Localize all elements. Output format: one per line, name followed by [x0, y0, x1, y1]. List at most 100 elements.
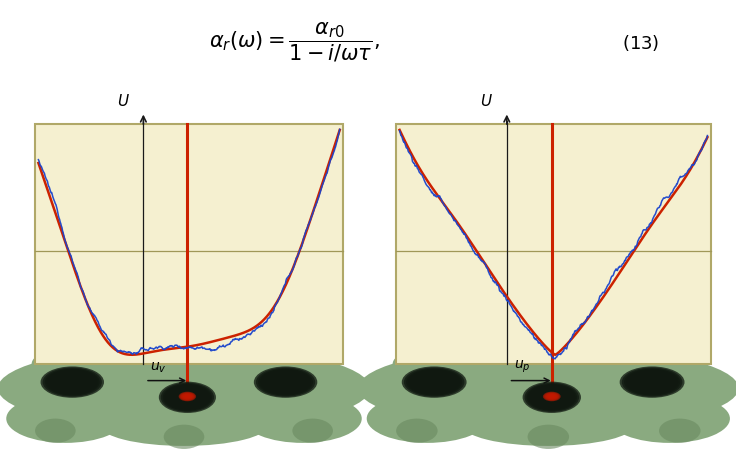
Ellipse shape [392, 346, 496, 382]
Ellipse shape [659, 419, 701, 443]
Ellipse shape [166, 386, 208, 409]
Ellipse shape [620, 366, 684, 398]
Ellipse shape [548, 395, 555, 398]
Ellipse shape [261, 370, 311, 395]
Ellipse shape [528, 425, 569, 449]
Ellipse shape [396, 419, 438, 443]
Ellipse shape [526, 384, 577, 411]
Ellipse shape [262, 371, 309, 393]
Ellipse shape [626, 370, 678, 395]
Ellipse shape [404, 367, 464, 397]
Ellipse shape [637, 375, 668, 390]
Ellipse shape [542, 392, 562, 402]
Ellipse shape [532, 387, 571, 408]
Ellipse shape [402, 366, 467, 398]
Ellipse shape [7, 394, 125, 443]
Ellipse shape [49, 371, 96, 393]
Ellipse shape [604, 347, 701, 381]
Ellipse shape [367, 394, 488, 443]
Ellipse shape [430, 380, 439, 384]
Ellipse shape [538, 390, 565, 405]
Ellipse shape [35, 419, 76, 443]
Ellipse shape [264, 372, 307, 392]
Text: $\alpha_r(\omega) = \dfrac{\alpha_{r0}}{1 - i/\omega\tau},$: $\alpha_r(\omega) = \dfrac{\alpha_{r0}}{… [209, 21, 380, 64]
Ellipse shape [548, 395, 556, 400]
Ellipse shape [180, 392, 195, 401]
Ellipse shape [523, 382, 581, 413]
Text: $U$: $U$ [480, 92, 493, 109]
Text: $u_v$: $u_v$ [150, 360, 167, 374]
Ellipse shape [432, 381, 436, 383]
Ellipse shape [185, 396, 189, 398]
Ellipse shape [55, 374, 89, 391]
Ellipse shape [411, 371, 458, 393]
Ellipse shape [51, 372, 93, 392]
Ellipse shape [425, 378, 443, 386]
Ellipse shape [292, 419, 333, 443]
Ellipse shape [254, 366, 317, 398]
Ellipse shape [609, 394, 730, 443]
Ellipse shape [641, 377, 663, 387]
Ellipse shape [185, 395, 190, 398]
Ellipse shape [180, 393, 195, 401]
Ellipse shape [551, 396, 553, 397]
Ellipse shape [181, 393, 194, 400]
Ellipse shape [548, 394, 556, 399]
Ellipse shape [258, 369, 313, 396]
Ellipse shape [60, 376, 85, 388]
Ellipse shape [550, 395, 554, 398]
Ellipse shape [184, 395, 191, 398]
Ellipse shape [183, 395, 191, 400]
Ellipse shape [419, 375, 449, 390]
Ellipse shape [170, 388, 205, 407]
Ellipse shape [47, 370, 98, 395]
Ellipse shape [629, 371, 676, 393]
Ellipse shape [414, 373, 453, 392]
Ellipse shape [543, 392, 561, 401]
Ellipse shape [256, 367, 315, 397]
Ellipse shape [163, 384, 212, 411]
Ellipse shape [279, 379, 292, 385]
Ellipse shape [648, 380, 657, 384]
Ellipse shape [62, 377, 83, 387]
Ellipse shape [169, 387, 206, 408]
Ellipse shape [160, 383, 214, 412]
Ellipse shape [40, 366, 104, 398]
Bar [396, 124, 711, 364]
Ellipse shape [546, 393, 557, 400]
Ellipse shape [45, 369, 100, 396]
Ellipse shape [179, 392, 196, 401]
Ellipse shape [421, 376, 447, 388]
Ellipse shape [413, 372, 456, 392]
Ellipse shape [174, 390, 201, 405]
Ellipse shape [624, 369, 680, 396]
Ellipse shape [417, 374, 451, 391]
Ellipse shape [53, 373, 91, 392]
Ellipse shape [182, 393, 193, 400]
Ellipse shape [165, 385, 210, 410]
Ellipse shape [643, 378, 661, 386]
Ellipse shape [244, 394, 362, 443]
Ellipse shape [639, 376, 665, 388]
Ellipse shape [531, 386, 573, 409]
Ellipse shape [64, 378, 81, 386]
Ellipse shape [281, 380, 290, 384]
Ellipse shape [358, 346, 736, 431]
Ellipse shape [186, 396, 188, 397]
Ellipse shape [66, 379, 79, 385]
Ellipse shape [534, 388, 569, 407]
Ellipse shape [408, 370, 460, 395]
Ellipse shape [172, 389, 202, 406]
Ellipse shape [461, 403, 634, 446]
Ellipse shape [43, 367, 102, 397]
Ellipse shape [545, 393, 559, 400]
Ellipse shape [544, 392, 559, 401]
Ellipse shape [275, 377, 296, 387]
Ellipse shape [141, 343, 227, 373]
Ellipse shape [269, 374, 302, 391]
Ellipse shape [163, 425, 205, 449]
Ellipse shape [273, 376, 298, 388]
Ellipse shape [622, 367, 682, 397]
Ellipse shape [428, 379, 441, 385]
Ellipse shape [525, 383, 579, 412]
